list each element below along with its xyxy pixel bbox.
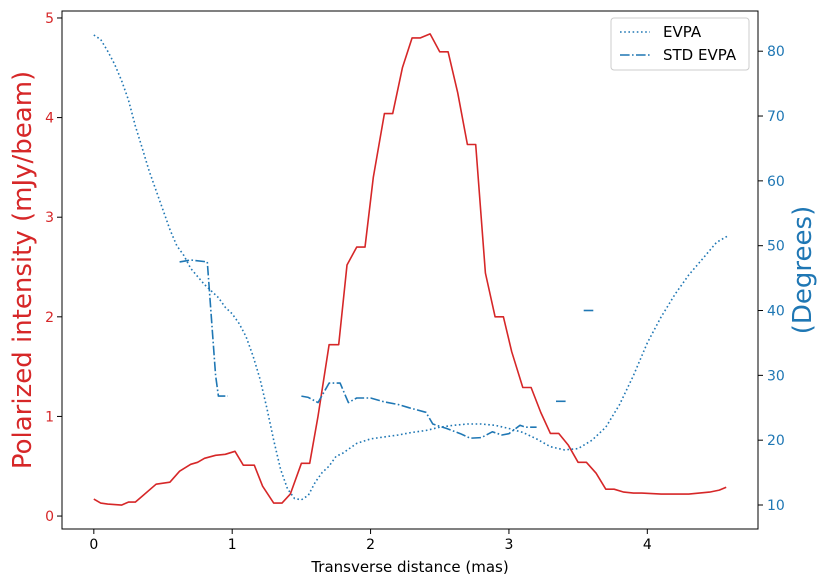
left-y-tick-label: 0 [45,509,54,525]
left-y-tick-label: 3 [45,210,54,226]
plot-frame [61,10,759,530]
legend-box [610,17,750,71]
x-tick-label: 4 [643,537,652,553]
x-axis-label: Transverse distance (mas) [310,558,508,576]
right-y-tick-label: 10 [767,498,785,514]
legend: EVPA STD EVPA [610,17,750,71]
series-line-evpa [93,34,728,501]
left-y-tick-label: 4 [45,111,54,127]
series-line-std-evpa-segment-0 [179,259,228,397]
right-y-tick-label: 30 [767,368,785,384]
left-y-tick-label: 2 [45,310,54,326]
x-tick-label: 0 [89,537,98,553]
series-line-std-evpa-segment-1 [301,382,537,439]
right-y-tick-label: 40 [767,304,785,320]
legend-label-evpa: EVPA [663,23,702,41]
right-y-tick-label: 20 [767,433,785,449]
right-y-axis-label: (Degrees) [788,206,818,334]
legend-label-std-evpa: STD EVPA [663,46,737,64]
left-y-tick-label: 1 [45,409,54,425]
right-y-tick-label: 70 [767,109,785,125]
right-y-tick-label: 50 [767,239,785,255]
series-line-polarized-intensity [93,33,727,506]
right-y-tick-label: 80 [767,44,785,60]
x-tick-label: 3 [504,537,513,553]
series-layer [93,33,728,506]
x-tick-label: 1 [228,537,237,553]
left-y-tick-label: 5 [45,11,54,27]
x-tick-label: 2 [366,537,375,553]
right-y-tick-label: 60 [767,174,785,190]
left-y-axis-label: Polarized intensity (mJy/beam) [8,71,38,469]
